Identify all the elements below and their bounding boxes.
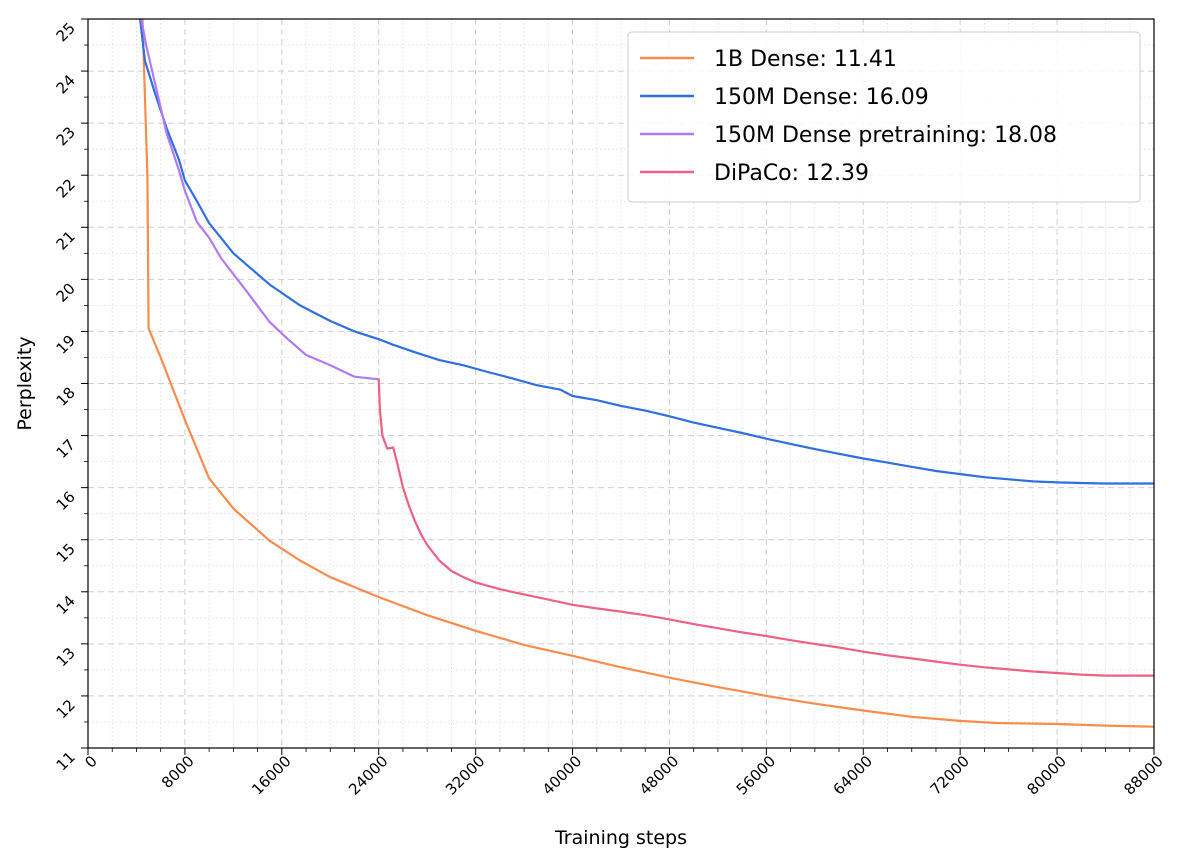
legend-label: DiPaCo: 12.39 [714,161,869,186]
legend-label: 1B Dense: 11.41 [714,47,897,72]
y-axis-label: Perplexity [14,336,36,430]
x-axis-label: Training steps [554,827,687,849]
legend-label: 150M Dense: 16.09 [714,85,929,110]
series-line-2 [140,19,380,381]
series-line-3 [377,378,1154,677]
series-line-0 [141,19,1154,728]
legend-box [627,31,1141,203]
axis-ticks [81,18,1155,755]
major-grid [87,18,1155,749]
legend: 1B Dense: 11.41 150M Dense: 16.09 150M Den… [627,31,1141,203]
series-lines [139,19,1154,728]
legend-label: 150M Dense pretraining: 18.08 [714,123,1057,148]
series-line-1 [139,19,1154,485]
